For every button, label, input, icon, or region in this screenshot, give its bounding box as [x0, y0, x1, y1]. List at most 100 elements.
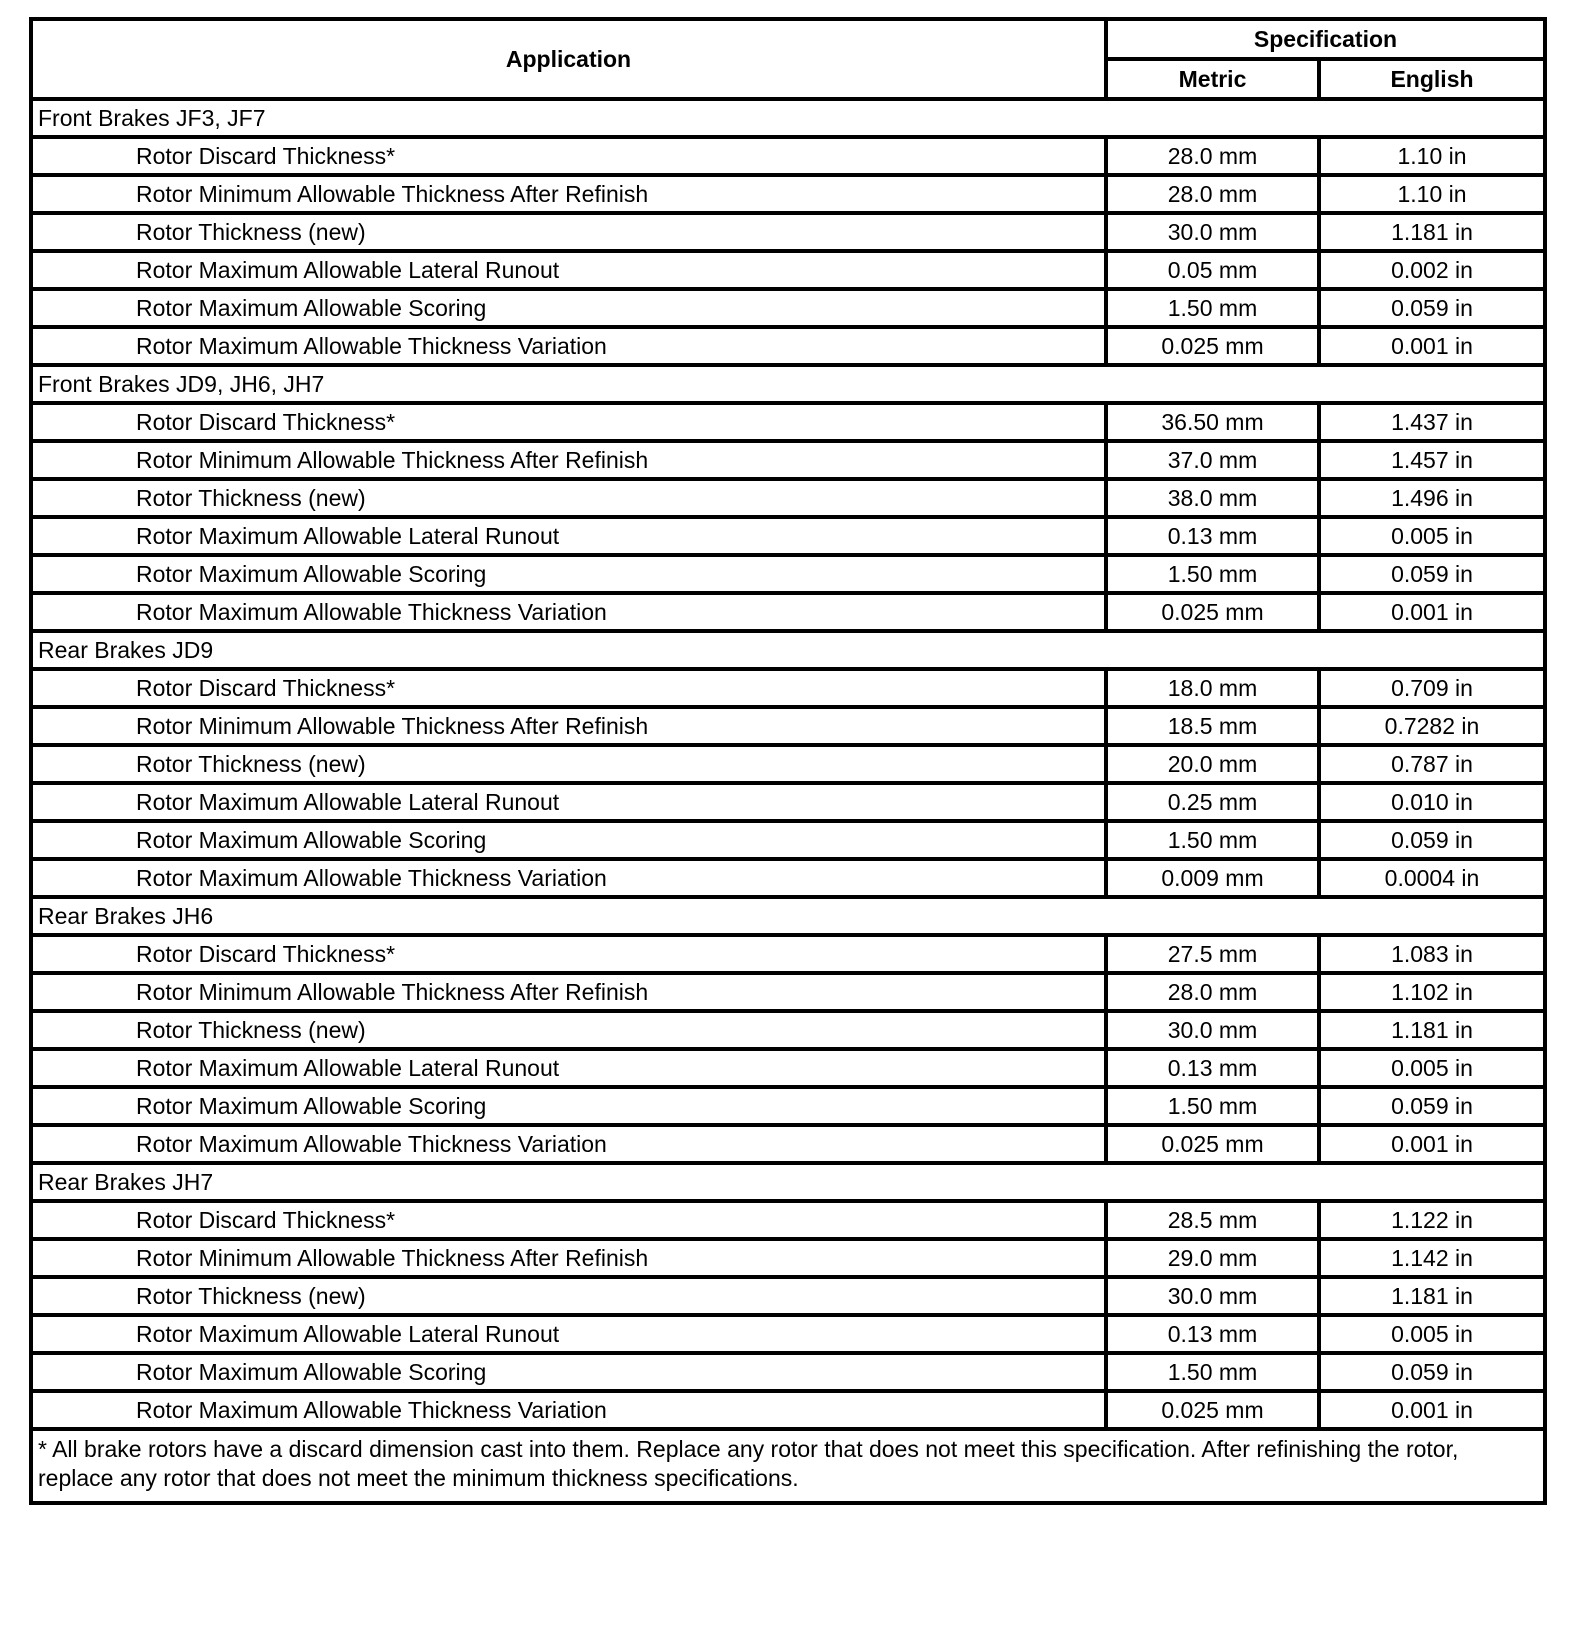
- application-cell: Rotor Maximum Allowable Scoring: [29, 287, 1108, 329]
- application-cell: Rotor Maximum Allowable Thickness Variat…: [29, 1123, 1108, 1165]
- application-cell: Rotor Discard Thickness*: [29, 933, 1108, 975]
- english-cell: 1.083 in: [1317, 933, 1547, 975]
- table-body: Front Brakes JF3, JF7 Rotor Discard Thick…: [29, 97, 1547, 1431]
- group-title: Front Brakes JD9, JH6, JH7: [29, 363, 1547, 405]
- group-title: Rear Brakes JH7: [29, 1161, 1547, 1203]
- application-cell: Rotor Minimum Allowable Thickness After …: [29, 439, 1108, 481]
- table-row: Rotor Thickness (new) 30.0 mm 1.181 in: [29, 1275, 1547, 1317]
- rotor-spec-table: Application Specification Metric English…: [29, 17, 1547, 1505]
- metric-cell: 1.50 mm: [1104, 819, 1321, 861]
- metric-cell: 18.0 mm: [1104, 667, 1321, 709]
- metric-cell: 1.50 mm: [1104, 1351, 1321, 1393]
- application-cell: Rotor Thickness (new): [29, 1009, 1108, 1051]
- application-cell: Rotor Thickness (new): [29, 477, 1108, 519]
- table-row: Rotor Maximum Allowable Scoring 1.50 mm …: [29, 553, 1547, 595]
- english-cell: 1.10 in: [1317, 173, 1547, 215]
- english-cell: 1.181 in: [1317, 211, 1547, 253]
- application-cell: Rotor Maximum Allowable Lateral Runout: [29, 515, 1108, 557]
- application-cell: Rotor Maximum Allowable Thickness Variat…: [29, 857, 1108, 899]
- metric-cell: 0.05 mm: [1104, 249, 1321, 291]
- english-cell: 0.059 in: [1317, 1351, 1547, 1393]
- table-row: Rotor Discard Thickness* 28.0 mm 1.10 in: [29, 135, 1547, 177]
- english-cell: 0.059 in: [1317, 1085, 1547, 1127]
- metric-cell: 36.50 mm: [1104, 401, 1321, 443]
- metric-cell: 28.5 mm: [1104, 1199, 1321, 1241]
- metric-cell: 1.50 mm: [1104, 1085, 1321, 1127]
- group-header-row: Rear Brakes JD9: [29, 629, 1547, 671]
- english-cell: 0.059 in: [1317, 287, 1547, 329]
- table-row: Rotor Maximum Allowable Scoring 1.50 mm …: [29, 1085, 1547, 1127]
- metric-cell: 28.0 mm: [1104, 135, 1321, 177]
- metric-cell: 0.025 mm: [1104, 1123, 1321, 1165]
- table-row: Rotor Thickness (new) 30.0 mm 1.181 in: [29, 1009, 1547, 1051]
- english-cell: 0.001 in: [1317, 1389, 1547, 1431]
- application-cell: Rotor Maximum Allowable Scoring: [29, 819, 1108, 861]
- application-cell: Rotor Thickness (new): [29, 743, 1108, 785]
- metric-cell: 0.13 mm: [1104, 1313, 1321, 1355]
- application-cell: Rotor Discard Thickness*: [29, 1199, 1108, 1241]
- table-row: Rotor Discard Thickness* 18.0 mm 0.709 i…: [29, 667, 1547, 709]
- english-cell: 0.001 in: [1317, 325, 1547, 367]
- table-row: Rotor Maximum Allowable Thickness Variat…: [29, 1389, 1547, 1431]
- english-cell: 0.7282 in: [1317, 705, 1547, 747]
- table-row: Rotor Maximum Allowable Thickness Variat…: [29, 325, 1547, 367]
- table-row: Rotor Discard Thickness* 36.50 mm 1.437 …: [29, 401, 1547, 443]
- metric-cell: 0.25 mm: [1104, 781, 1321, 823]
- table-row: Rotor Maximum Allowable Scoring 1.50 mm …: [29, 819, 1547, 861]
- table-row: Rotor Minimum Allowable Thickness After …: [29, 439, 1547, 481]
- application-cell: Rotor Maximum Allowable Scoring: [29, 1085, 1108, 1127]
- application-cell: Rotor Thickness (new): [29, 1275, 1108, 1317]
- table-row: Rotor Maximum Allowable Lateral Runout 0…: [29, 515, 1547, 557]
- group-header-row: Rear Brakes JH7: [29, 1161, 1547, 1203]
- english-cell: 1.142 in: [1317, 1237, 1547, 1279]
- application-cell: Rotor Maximum Allowable Thickness Variat…: [29, 1389, 1108, 1431]
- metric-cell: 30.0 mm: [1104, 211, 1321, 253]
- metric-cell: 30.0 mm: [1104, 1275, 1321, 1317]
- english-cell: 0.002 in: [1317, 249, 1547, 291]
- group-header-row: Front Brakes JF3, JF7: [29, 97, 1547, 139]
- application-cell: Rotor Maximum Allowable Lateral Runout: [29, 249, 1108, 291]
- table-row: Rotor Maximum Allowable Lateral Runout 0…: [29, 1047, 1547, 1089]
- table-row: Rotor Thickness (new) 38.0 mm 1.496 in: [29, 477, 1547, 519]
- metric-cell: 28.0 mm: [1104, 971, 1321, 1013]
- table-row: Rotor Minimum Allowable Thickness After …: [29, 705, 1547, 747]
- application-cell: Rotor Minimum Allowable Thickness After …: [29, 705, 1108, 747]
- metric-cell: 0.025 mm: [1104, 591, 1321, 633]
- english-cell: 0.059 in: [1317, 553, 1547, 595]
- metric-cell: 38.0 mm: [1104, 477, 1321, 519]
- application-cell: Rotor Minimum Allowable Thickness After …: [29, 1237, 1108, 1279]
- metric-cell: 1.50 mm: [1104, 287, 1321, 329]
- english-cell: 1.102 in: [1317, 971, 1547, 1013]
- table-row: Rotor Maximum Allowable Thickness Variat…: [29, 1123, 1547, 1165]
- application-cell: Rotor Discard Thickness*: [29, 401, 1108, 443]
- application-cell: Rotor Maximum Allowable Scoring: [29, 553, 1108, 595]
- application-cell: Rotor Maximum Allowable Lateral Runout: [29, 781, 1108, 823]
- english-cell: 0.010 in: [1317, 781, 1547, 823]
- english-cell: 0.0004 in: [1317, 857, 1547, 899]
- english-cell: 1.122 in: [1317, 1199, 1547, 1241]
- table-row: Rotor Minimum Allowable Thickness After …: [29, 1237, 1547, 1279]
- table-row: Rotor Thickness (new) 20.0 mm 0.787 in: [29, 743, 1547, 785]
- application-cell: Rotor Minimum Allowable Thickness After …: [29, 173, 1108, 215]
- metric-cell: 0.025 mm: [1104, 1389, 1321, 1431]
- english-cell: 1.437 in: [1317, 401, 1547, 443]
- english-cell: 1.181 in: [1317, 1275, 1547, 1317]
- application-cell: Rotor Discard Thickness*: [29, 667, 1108, 709]
- english-cell: 0.001 in: [1317, 591, 1547, 633]
- header-metric: Metric: [1104, 57, 1321, 101]
- english-cell: 1.10 in: [1317, 135, 1547, 177]
- metric-cell: 18.5 mm: [1104, 705, 1321, 747]
- english-cell: 0.059 in: [1317, 819, 1547, 861]
- footnote: * All brake rotors have a discard dimens…: [29, 1427, 1547, 1505]
- group-header-row: Front Brakes JD9, JH6, JH7: [29, 363, 1547, 405]
- metric-cell: 27.5 mm: [1104, 933, 1321, 975]
- english-cell: 0.005 in: [1317, 515, 1547, 557]
- group-title: Rear Brakes JD9: [29, 629, 1547, 671]
- metric-cell: 0.13 mm: [1104, 515, 1321, 557]
- metric-cell: 20.0 mm: [1104, 743, 1321, 785]
- table-row: Rotor Thickness (new) 30.0 mm 1.181 in: [29, 211, 1547, 253]
- table-row: Rotor Discard Thickness* 28.5 mm 1.122 i…: [29, 1199, 1547, 1241]
- english-cell: 1.457 in: [1317, 439, 1547, 481]
- table-row: Rotor Maximum Allowable Lateral Runout 0…: [29, 1313, 1547, 1355]
- application-cell: Rotor Maximum Allowable Lateral Runout: [29, 1047, 1108, 1089]
